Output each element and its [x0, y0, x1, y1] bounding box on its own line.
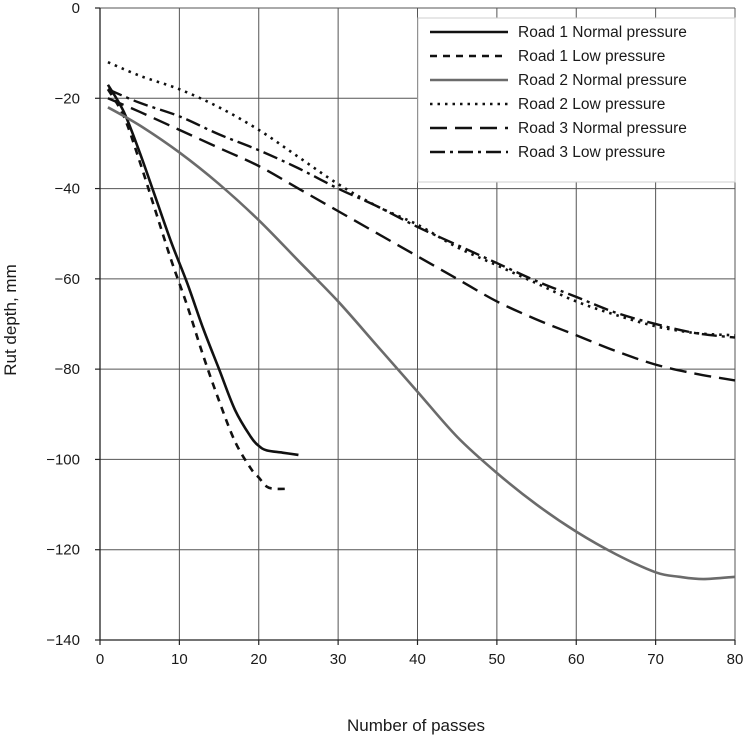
legend-label-6: Road 3 Low pressure: [518, 144, 665, 161]
x-tick-label: 40: [409, 651, 426, 668]
legend-label-3: Road 2 Normal pressure: [518, 72, 687, 89]
series-line-2: [106, 88, 291, 491]
y-tick-label: −80: [55, 361, 80, 378]
legend-label-4: Road 2 Low pressure: [518, 96, 665, 113]
x-tick-label: 30: [330, 651, 347, 668]
x-tick-label: 0: [96, 651, 104, 668]
x-tick-label: 80: [727, 651, 743, 668]
x-axis-label: Number of passes: [347, 716, 485, 735]
y-tick-label: −40: [55, 181, 80, 198]
legend-label-5: Road 3 Normal pressure: [518, 120, 687, 137]
tick-labels: 0 10 20 30 40 50 60 70 80 0 −20 −40 −60 −80 −100 −120 −1…: [46, 0, 743, 668]
x-tick-label: 50: [489, 651, 506, 668]
y-axis-label: Rut depth, mm: [1, 264, 20, 376]
y-tick-label: −140: [46, 632, 80, 649]
legend-box: [417, 17, 736, 183]
x-tick-label: 10: [171, 651, 188, 668]
series-line-5: [107, 97, 736, 382]
x-tick-label: 20: [250, 651, 267, 668]
series-lines: [106, 60, 736, 581]
y-tick-label: 0: [72, 0, 80, 17]
y-tick-label: −60: [55, 271, 80, 288]
series-line-1: [106, 84, 299, 457]
series-line-4: [107, 60, 736, 337]
series-line-3: [107, 106, 736, 581]
legend: Road 1 Normal pressure Road 1 Low pressur…: [417, 17, 736, 183]
y-tick-label: −20: [55, 90, 80, 107]
x-tick-label: 70: [647, 651, 664, 668]
y-tick-label: −120: [46, 542, 80, 559]
y-tick-label: −100: [46, 451, 80, 468]
legend-label-2: Road 1 Low pressure: [518, 48, 665, 65]
axes: [95, 7, 736, 645]
x-tick-label: 60: [568, 651, 585, 668]
series-line-6: [107, 88, 736, 339]
legend-label-1: Road 1 Normal pressure: [518, 24, 687, 41]
